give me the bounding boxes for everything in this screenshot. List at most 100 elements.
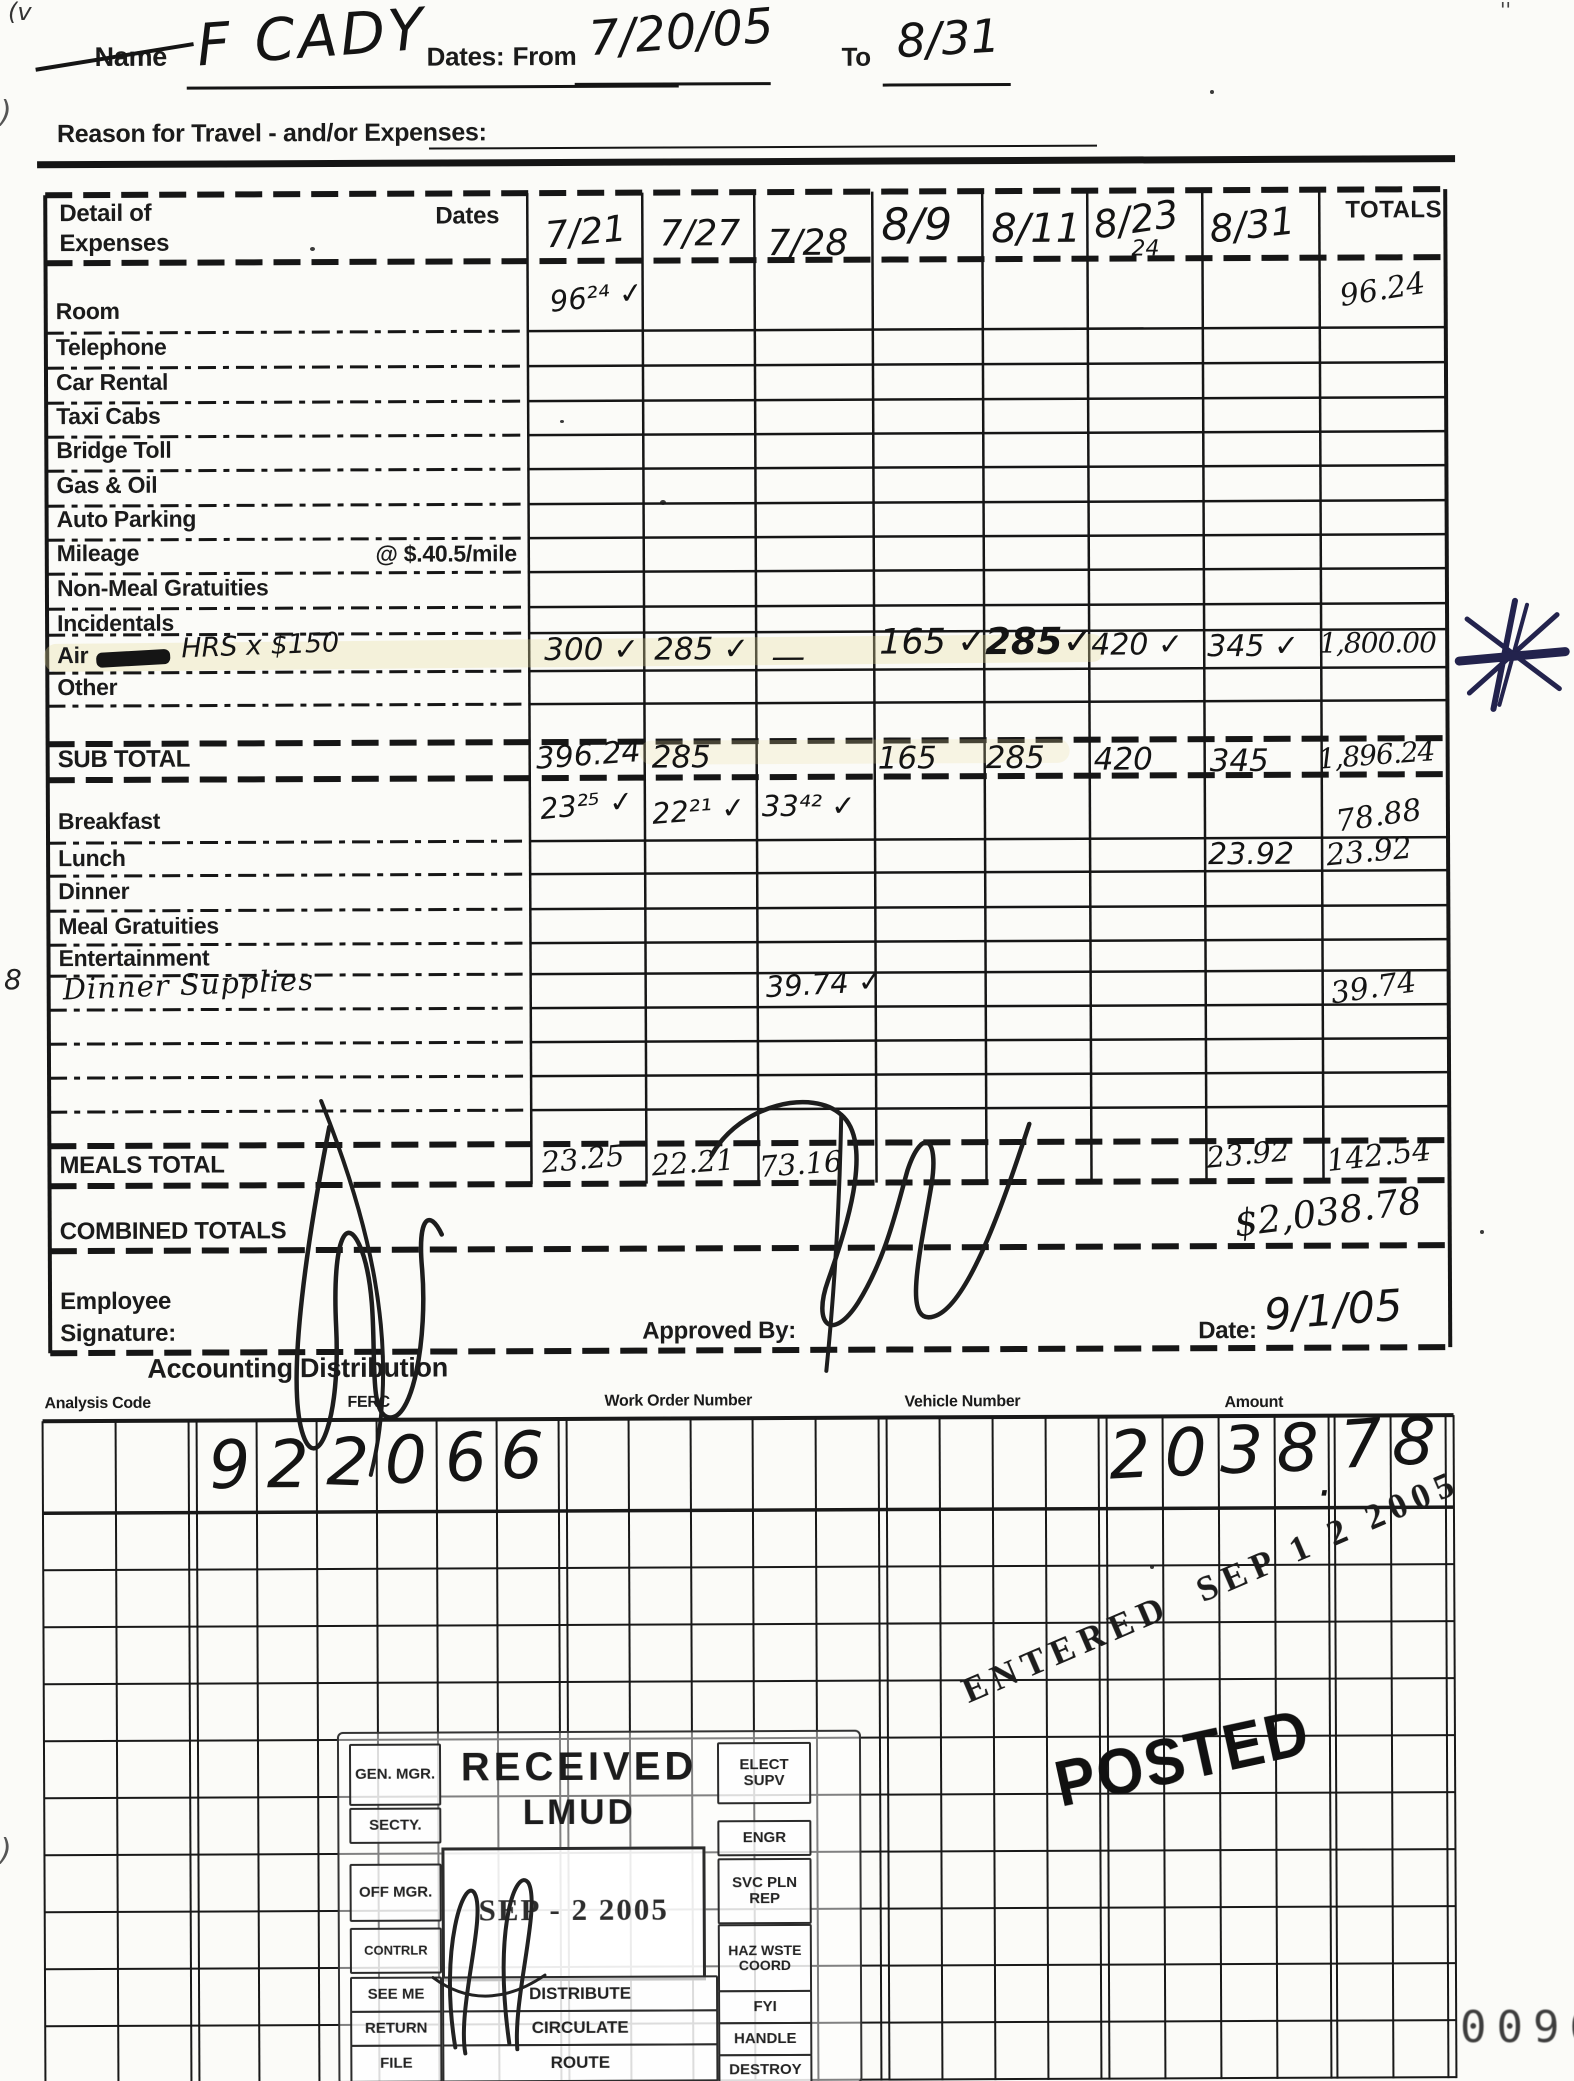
row-label: Incidentals — [57, 609, 174, 637]
row-label: Breakfast — [57, 807, 161, 835]
row-label: Dinner — [58, 877, 130, 905]
routing-cell-label: ENGR — [742, 1829, 787, 1847]
employee-signature — [294, 1099, 445, 1477]
scan-speck — [1150, 1565, 1154, 1569]
dates-label: Dates: — [426, 41, 505, 72]
amount-digit-handwriting: 8 — [1276, 1409, 1319, 1487]
cell-value-handwriting: 285✓ — [985, 619, 1094, 664]
ferc-digit-handwriting: 6 — [441, 1417, 490, 1498]
row-label: Other — [57, 673, 118, 701]
routing-cell-label: GEN. MGR. — [355, 1765, 436, 1784]
routing-cell: ELECT SUPV — [716, 1741, 812, 1805]
from-label: From — [512, 40, 577, 72]
amount-digit-handwriting: 7 — [1337, 1404, 1386, 1484]
subtotal-value-handwriting: 285 — [985, 739, 1045, 777]
ferc-digit-handwriting: 2 — [325, 1423, 370, 1502]
grid-column-label: Work Order Number — [604, 1392, 753, 1410]
name-value-handwriting: F CADY — [194, 0, 429, 80]
cell-value-handwriting: 285 ✓ — [654, 631, 750, 668]
received-stamp-title: RECEIVED — [460, 1744, 698, 1790]
subtotal-total-handwriting: 1,896.24 — [1316, 734, 1436, 776]
grid-column-label: Analysis Code — [44, 1394, 151, 1413]
employee-signature-label: Employee — [59, 1287, 172, 1316]
routing-cell-label: HANDLE — [733, 2030, 797, 2048]
to-date-handwriting: 8/31 — [895, 8, 1002, 69]
approved-by-signature — [709, 1100, 1032, 1373]
to-underline — [882, 83, 1011, 87]
subtotal-label: SUB TOTAL — [57, 745, 191, 774]
date-header-handwriting: 7/28 — [767, 222, 849, 265]
routing-cell: SVC PLN REP — [717, 1857, 812, 1925]
ferc-digit-handwriting: 9 — [206, 1425, 253, 1505]
row-label: Mileage — [56, 539, 140, 567]
row-label: Car Rental — [55, 368, 169, 396]
routing-cell-label: HAZ WSTE COORD — [728, 1942, 802, 1974]
cell-value-handwriting: 165 ✓ — [879, 622, 987, 663]
routing-cell: ENGR — [717, 1819, 812, 1857]
totals-header: TOTALS — [1345, 196, 1443, 224]
top-right-mark: '' — [1500, 0, 1511, 22]
subtotal-value-handwriting: 420 — [1093, 741, 1153, 778]
from-underline — [574, 82, 771, 86]
subtotal-value-handwriting: 396.24 — [534, 734, 642, 777]
grid-column-label: FERC — [347, 1393, 390, 1411]
date-label: Date: — [1198, 1316, 1257, 1345]
routing-cell: HANDLE — [718, 2021, 813, 2057]
date-header-handwriting: 7/21 — [543, 208, 628, 257]
subtotal-value-handwriting: 345 — [1209, 742, 1269, 780]
routing-cell: SECTY. — [349, 1807, 442, 1844]
routing-cell: GEN. MGR. — [348, 1743, 442, 1806]
section-divider — [37, 155, 1456, 169]
routing-cell-label: FYI — [753, 1998, 777, 2016]
cell-value-handwriting: 420 ✓ — [1091, 627, 1184, 663]
ferc-digit-handwriting: 6 — [498, 1416, 545, 1496]
received-stamp-org: LMUD — [522, 1792, 636, 1833]
subtotal-value-handwriting: 165 — [877, 740, 937, 777]
date-header-handwriting: 8/11 — [991, 205, 1082, 253]
amount-digit-handwriting: 8 — [1390, 1401, 1438, 1482]
routing-cell: HAZ WSTE COORD — [717, 1923, 813, 1993]
routing-cell-label: ELECT SUPV — [739, 1756, 789, 1790]
row-label: Telephone — [55, 333, 167, 361]
to-label: To — [841, 41, 871, 72]
from-date-handwriting: 7/20/05 — [586, 0, 776, 68]
cell-value-handwriting: 39.74 ✓ — [764, 963, 884, 1005]
routing-cell: FYI — [718, 1989, 813, 2025]
margin-mark: ) — [0, 1833, 12, 1868]
row-label: Air — [57, 642, 89, 669]
row-label: Non-Meal Gratuities — [56, 574, 269, 602]
date-header-handwriting: 7/27 — [659, 213, 741, 255]
cell-value-handwriting: 22²¹ ✓ — [650, 789, 747, 831]
expense-table-grid — [43, 186, 1453, 1357]
amount-digit-handwriting: 3 — [1219, 1411, 1264, 1490]
routing-cell-label: SVC PLN REP — [732, 1874, 798, 1908]
dates-column-label: Dates — [435, 202, 500, 230]
scan-speck — [560, 420, 564, 423]
ferc-digit-handwriting: 2 — [266, 1426, 309, 1504]
row-label: Lunch — [58, 844, 126, 872]
margin-mark: 8 — [4, 963, 22, 996]
amount-decimal-handwriting: . — [1318, 1455, 1333, 1507]
asterisk-mark — [1454, 597, 1570, 712]
date-header-handwriting: 8/31 — [1207, 198, 1297, 252]
accounting-title: Accounting Distribution — [147, 1352, 448, 1384]
scan-speck — [1480, 1230, 1484, 1234]
stamp-scrawl — [431, 1878, 547, 2056]
row-label: Auto Parking — [56, 505, 197, 533]
ferc-digit-handwriting: 0 — [384, 1421, 427, 1499]
total-value-handwriting: 1,800.00 — [1319, 626, 1436, 660]
meals-total-value-handwriting: 23.92 — [1204, 1133, 1291, 1175]
row-label: Bridge Toll — [56, 436, 172, 464]
routing-cell-label: FILE — [380, 2054, 413, 2072]
reason-underline — [429, 144, 1098, 150]
margin-mark: ) — [0, 95, 12, 130]
cell-value-handwriting: — — [771, 636, 806, 678]
cell-value-handwriting: 33⁴² ✓ — [761, 788, 856, 824]
row-label: Gas & Oil — [56, 471, 158, 499]
cell-value-handwriting: 300 ✓ — [544, 631, 640, 669]
row-label: Taxi Cabs — [56, 402, 161, 430]
corner-mark: (v — [8, 0, 32, 26]
air-note-handwriting: HRS x $150 — [180, 627, 340, 665]
approval-date-handwriting: 9/1/05 — [1262, 1280, 1405, 1341]
employee-signature-label: Signature: — [60, 1319, 176, 1348]
